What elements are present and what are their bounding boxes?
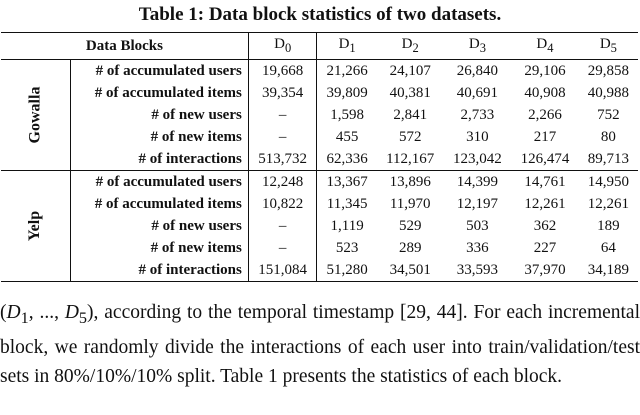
cell-value: 40,691 xyxy=(456,85,499,101)
cell-value: 21,266 xyxy=(326,63,368,79)
table-row: # of interactions 513,732 62,336 112,167 123… xyxy=(1,148,638,171)
cell-value: 227 xyxy=(533,240,557,256)
cell-value: 12,261 xyxy=(587,196,629,212)
cell-value: 29,858 xyxy=(587,63,629,79)
cell-value: 64 xyxy=(600,240,616,256)
cell-value: 13,367 xyxy=(326,174,368,190)
cell-value: 503 xyxy=(466,218,489,234)
cell-value: – xyxy=(248,104,318,126)
cell-value: – xyxy=(248,215,318,237)
cell-value: 2,733 xyxy=(460,107,495,123)
table-caption: Table 1: Data block statistics of two da… xyxy=(138,4,502,25)
cell-value: 39,354 xyxy=(248,82,318,104)
header-row: Data Blocks D0 D1 D2 D3 D4 D5 xyxy=(1,32,638,60)
cell-value: 26,840 xyxy=(456,63,499,79)
cell-value: 62,336 xyxy=(326,151,368,167)
cell-value: 40,381 xyxy=(389,85,431,101)
cell-value: – xyxy=(248,126,318,148)
data-blocks-header: Data Blocks xyxy=(1,32,249,60)
metric-label: # of interactions xyxy=(70,148,249,171)
cell-value: 12,261 xyxy=(524,196,566,212)
cell-value: 19,668 xyxy=(248,59,318,82)
cell-value: 40,908 xyxy=(524,85,566,101)
table-row: # of accumulated items 10,822 11,345 11,970… xyxy=(1,193,638,215)
cell-value: 126,474 xyxy=(520,151,570,167)
cell-value: 12,248 xyxy=(248,170,318,193)
metric-label: # of new items xyxy=(70,237,249,259)
body-paragraph: (D1, ..., D5), according to the temporal… xyxy=(0,302,640,387)
cell-value: 189 xyxy=(597,218,620,234)
cell-value: 80 xyxy=(600,129,616,145)
col-header-d5: D5 xyxy=(599,36,617,55)
cell-value: 11,345 xyxy=(326,196,368,212)
metric-label: # of new items xyxy=(70,126,249,148)
cell-value: 39,809 xyxy=(326,85,368,101)
cell-value: 151,084 xyxy=(248,259,318,282)
cell-value: 11,970 xyxy=(389,196,431,212)
cell-value: 12,197 xyxy=(456,196,499,212)
cell-value: 572 xyxy=(398,129,422,145)
cell-value: 51,280 xyxy=(326,262,368,278)
cell-value: 2,841 xyxy=(393,107,428,123)
col-header-d2: D2 xyxy=(401,36,419,55)
table-row: # of new items – 523 289 336 227 64 xyxy=(1,237,638,259)
cell-value: 455 xyxy=(335,129,359,145)
metric-label: # of interactions xyxy=(70,259,249,282)
col-header-d4: D4 xyxy=(536,36,554,55)
cell-value: 529 xyxy=(398,218,422,234)
dataset-label: Yelp xyxy=(1,170,71,282)
col-header-d3: D3 xyxy=(468,36,486,55)
col-header-d0: D0 xyxy=(248,32,318,60)
dataset-name: Yelp xyxy=(26,210,44,242)
cell-value: 10,822 xyxy=(248,193,318,215)
table-row: # of new users –1,598 2,841 2,733 2,266 752 xyxy=(1,104,638,126)
cell-value: 112,167 xyxy=(386,151,435,167)
cell-value: 513,732 xyxy=(248,148,318,171)
table-row: # of new users –1,119 529 503 362 189 xyxy=(1,215,638,237)
cell-value: 14,950 xyxy=(587,174,629,190)
table-row: Gowalla # of accumulated users 19,668 21,26… xyxy=(1,59,638,171)
cell-value: 24,107 xyxy=(389,63,431,79)
cell-value: 752 xyxy=(597,107,620,123)
cell-value: 14,399 xyxy=(456,174,499,190)
cell-value: 336 xyxy=(466,240,489,256)
cell-value: – xyxy=(248,237,318,259)
metric-label: # of accumulated items xyxy=(70,193,249,215)
stats-table: Data Blocks D0 D1 D2 D3 D4 D5 Gowalla # o… xyxy=(1,32,638,282)
cell-value: 523 xyxy=(335,240,359,256)
cell-value: 34,189 xyxy=(587,262,629,278)
cell-value: 1,119 xyxy=(330,218,364,234)
table-row: # of interactions 151,084 51,280 34,501 33,5… xyxy=(1,259,638,282)
metric-label: # of accumulated users xyxy=(70,59,249,82)
cell-value: 310 xyxy=(466,129,489,145)
cell-value: 89,713 xyxy=(587,151,629,167)
cell-value: 217 xyxy=(533,129,557,145)
table-row: # of new items – 455 572 310 217 80 xyxy=(1,126,638,148)
cell-value: 362 xyxy=(533,218,557,234)
cell-value: 1,598 xyxy=(330,107,364,123)
cell-value: 13,896 xyxy=(389,174,431,190)
cell-value: 14,761 xyxy=(524,174,566,190)
dataset-name: Gowalla xyxy=(26,86,44,144)
metric-label: # of new users xyxy=(70,104,249,126)
col-header-d1: D1 xyxy=(338,36,356,55)
dataset-label: Gowalla xyxy=(1,59,71,171)
metric-label: # of new users xyxy=(70,215,249,237)
table-row: Yelp # of accumulated users 12,248 13,367 13… xyxy=(1,170,638,282)
table-row: # of accumulated items 39,354 39,809 40,381… xyxy=(1,82,638,104)
cell-value: 34,501 xyxy=(389,262,431,278)
cell-value: 33,593 xyxy=(456,262,499,278)
metric-label: # of accumulated users xyxy=(70,170,249,193)
cell-value: 289 xyxy=(398,240,422,256)
cell-value: 123,042 xyxy=(453,151,502,167)
cell-value: 40,988 xyxy=(587,85,629,101)
metric-label: # of accumulated items xyxy=(70,82,249,104)
cell-value: 2,266 xyxy=(528,107,562,123)
cell-value: 37,970 xyxy=(524,262,566,278)
cell-value: 29,106 xyxy=(524,63,566,79)
